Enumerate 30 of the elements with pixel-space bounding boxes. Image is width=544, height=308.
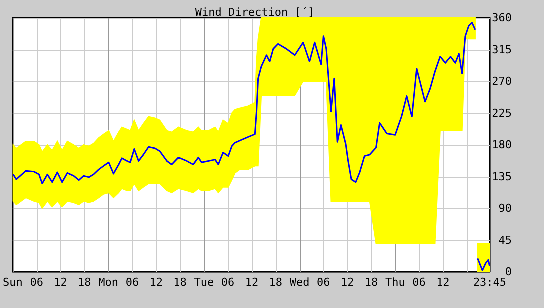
x-tick-label: 12 <box>150 276 163 289</box>
x-tick-label: 06 <box>30 276 44 289</box>
x-tick-label: Sun <box>2 276 23 289</box>
x-tick-label: 06 <box>317 276 330 289</box>
x-tick-label: 12 <box>245 276 259 289</box>
y-tick-label: 315 <box>492 43 512 56</box>
y-tick-label: 135 <box>492 170 512 184</box>
x-tick-label: Tue <box>194 276 214 289</box>
x-tick-label: 12 <box>436 276 450 289</box>
y-tick-label: 45 <box>498 234 512 247</box>
x-tick-label: 23:45 <box>473 276 507 289</box>
x-tick-label: Wed <box>290 276 310 289</box>
y-tick-label: 270 <box>492 75 512 88</box>
x-tick-label: 06 <box>221 276 235 289</box>
y-tick-label: 0 <box>505 266 512 278</box>
x-tick-label: 12 <box>340 276 354 289</box>
x-tick-label: 12 <box>54 276 68 289</box>
x-tick-label: Thu <box>385 276 406 289</box>
y-tick-label: 360 <box>492 12 512 24</box>
x-tick-label: 06 <box>126 276 140 289</box>
x-tick-label: 18 <box>174 276 187 289</box>
chart-title: Wind Direction [´] <box>195 6 315 19</box>
y-tick-label: 90 <box>498 202 512 215</box>
x-tick-label: Mon <box>98 276 118 289</box>
x-tick-label: 18 <box>364 276 378 289</box>
x-tick-label: 18 <box>269 276 282 289</box>
y-tick-label: 180 <box>492 138 512 152</box>
y-tick-label: 225 <box>492 106 512 120</box>
x-tick-label: 06 <box>412 276 426 289</box>
x-tick-label: 18 <box>78 276 92 289</box>
